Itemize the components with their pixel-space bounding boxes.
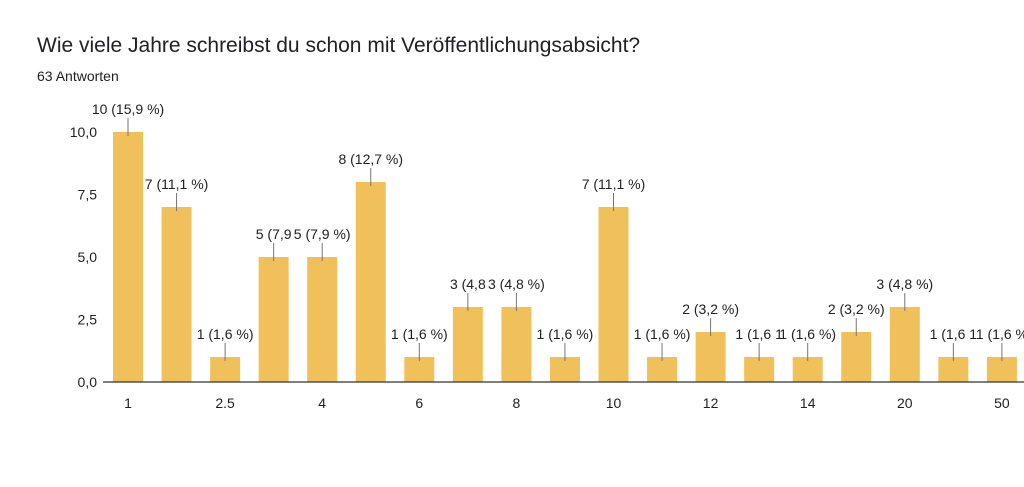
bar [549,357,580,382]
bar [889,307,920,382]
y-tick-label: 0,0 [78,374,98,390]
data-label: 10 (15,9 %) [92,101,164,117]
data-label: 1 (1,6 % [976,326,1024,342]
data-label: 1 (1,6 %) [634,326,691,342]
x-tick-label: 50 [994,395,1010,411]
bar [404,357,435,382]
data-label: 3 (4,8 %) [488,276,545,292]
x-tick-label: 2.5 [215,395,235,411]
data-label: 3 (4,8 [450,276,486,292]
bar [695,332,726,382]
y-tick-label: 10,0 [70,124,97,140]
bar [161,207,192,382]
data-label: 2 (3,2 %) [682,301,739,317]
x-tick-label: 6 [415,395,423,411]
bar [452,307,483,382]
bar [258,257,289,382]
bar [210,357,241,382]
y-tick-label: 2,5 [78,312,98,328]
y-tick-label: 7,5 [78,187,98,203]
bar [501,307,532,382]
x-tick-label: 12 [703,395,719,411]
x-tick-label: 4 [318,395,326,411]
x-tick-label: 20 [897,395,913,411]
data-label: 8 (12,7 %) [338,151,403,167]
data-label: 1 (1,6 %) [537,326,594,342]
bar [307,257,338,382]
data-label: 5 (7,9 %) [294,226,351,242]
data-label: 1 (1,6 1 [735,326,783,342]
data-label: 1 (1,6 1 [930,326,978,342]
x-tick-label: 14 [800,395,816,411]
data-label: 2 (3,2 %) [828,301,885,317]
bar [744,357,775,382]
data-label: 7 (11,1 %) [145,176,209,192]
chart-title: Wie viele Jahre schreibst du schon mit V… [37,34,641,57]
data-label: 1 (1,6 %) [197,326,254,342]
bar [986,357,1017,382]
x-tick-label: 8 [513,395,521,411]
data-label: 7 (11,1 %) [582,176,646,192]
bar [355,182,386,382]
bar [598,207,629,382]
bar [113,132,143,382]
bar [841,332,872,382]
bar [647,357,678,382]
data-label: 3 (4,8 %) [876,276,933,292]
x-tick-label: 1 [124,395,132,411]
data-label: 5 (7,9 [256,226,292,242]
x-tick-label: 10 [606,395,622,411]
data-label: 1 (1,6 %) [391,326,448,342]
bar [792,357,823,382]
y-tick-label: 5,0 [78,249,98,265]
response-count: 63 Antworten [37,68,119,84]
data-label: 1 (1,6 %) [779,326,836,342]
bar [938,357,969,382]
